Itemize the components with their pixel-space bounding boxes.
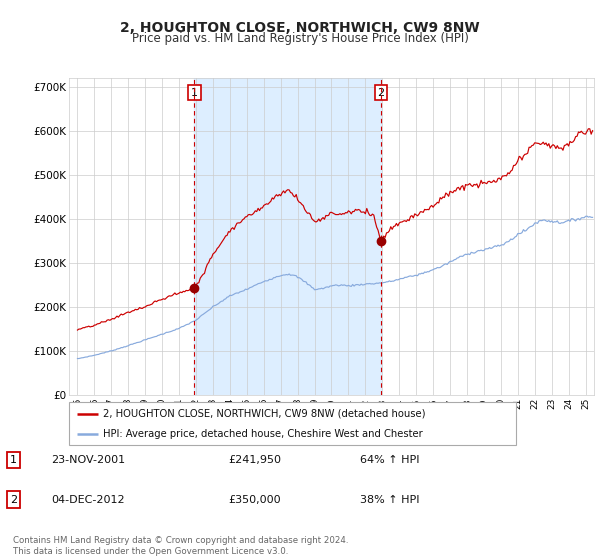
Text: HPI: Average price, detached house, Cheshire West and Chester: HPI: Average price, detached house, Ches… [103, 429, 422, 439]
Text: Contains HM Land Registry data © Crown copyright and database right 2024.
This d: Contains HM Land Registry data © Crown c… [13, 536, 349, 556]
Text: 23-NOV-2001: 23-NOV-2001 [51, 455, 125, 465]
Text: 2: 2 [377, 87, 385, 97]
Text: £350,000: £350,000 [228, 494, 281, 505]
Text: 04-DEC-2012: 04-DEC-2012 [51, 494, 125, 505]
Text: £241,950: £241,950 [228, 455, 281, 465]
Text: 2, HOUGHTON CLOSE, NORTHWICH, CW9 8NW (detached house): 2, HOUGHTON CLOSE, NORTHWICH, CW9 8NW (d… [103, 409, 425, 419]
Bar [194, 78, 381, 395]
Text: 1: 1 [191, 87, 198, 97]
Text: 64% ↑ HPI: 64% ↑ HPI [360, 455, 419, 465]
Text: Price paid vs. HM Land Registry's House Price Index (HPI): Price paid vs. HM Land Registry's House … [131, 32, 469, 45]
Text: 2: 2 [10, 494, 17, 505]
Text: 1: 1 [10, 455, 17, 465]
Text: 2, HOUGHTON CLOSE, NORTHWICH, CW9 8NW: 2, HOUGHTON CLOSE, NORTHWICH, CW9 8NW [120, 21, 480, 35]
Text: 38% ↑ HPI: 38% ↑ HPI [360, 494, 419, 505]
